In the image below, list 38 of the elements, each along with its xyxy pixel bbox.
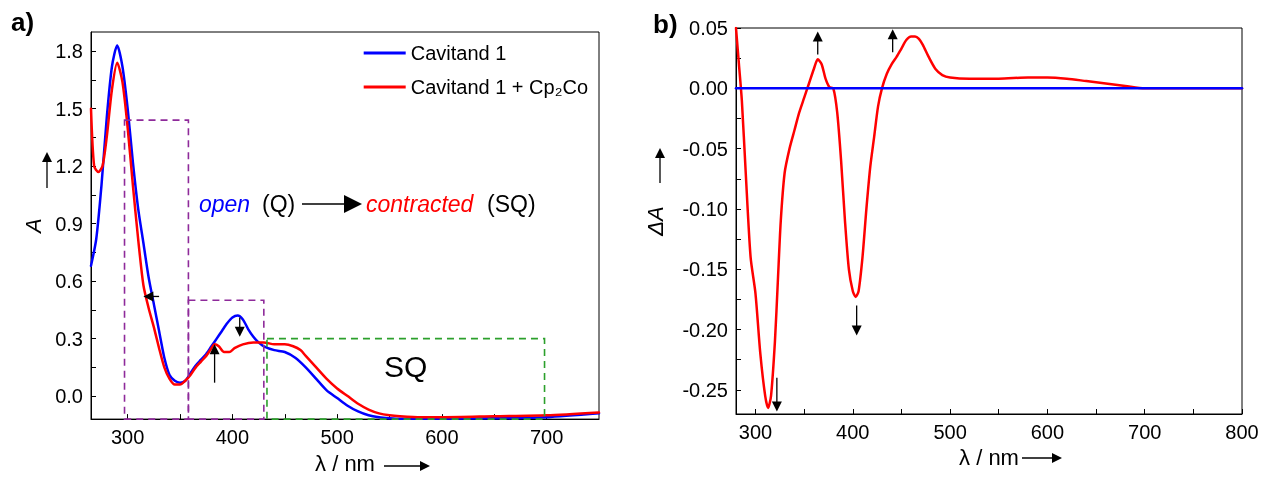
y-tick-label: -0.05: [682, 137, 728, 160]
x-axis-title: λ / nm: [315, 450, 375, 476]
annotation: (Q): [262, 191, 296, 217]
y-tick-label: -0.20: [682, 318, 728, 341]
x-tick-label: 300: [110, 426, 145, 449]
x-tick-label: 300: [738, 421, 773, 443]
chart-title: b): [653, 9, 678, 39]
y-tick-label: -0.10: [682, 197, 728, 220]
y-tick-label: -0.25: [682, 378, 728, 401]
y-tick-label: -0.15: [682, 258, 728, 281]
y-tick-label: 0.3: [55, 327, 83, 350]
x-tick-label: 600: [425, 426, 459, 449]
legend-label: Cavitand 1 + Cp₂Co: [410, 76, 589, 98]
y-tick-label: 0.0: [55, 385, 83, 408]
y-tick-label: 1.2: [55, 155, 83, 178]
x-tick-label: 800: [1225, 421, 1259, 443]
legend-label: Cavitand 1: [410, 42, 507, 64]
y-tick-label: 0.05: [689, 17, 728, 39]
chart-title: a): [11, 7, 35, 37]
x-tick-label: 400: [215, 426, 250, 449]
y-tick-label: 0.9: [55, 212, 83, 235]
annotation: (SQ): [487, 191, 536, 217]
x-tick-label: 700: [529, 426, 564, 449]
x-tick-label: 500: [320, 426, 354, 449]
x-tick-label: 400: [836, 421, 870, 443]
x-tick-label: 700: [1128, 421, 1162, 443]
x-axis-title: λ / nm: [959, 445, 1019, 471]
y-axis-title: ΔA: [642, 206, 668, 237]
annotation: open: [199, 191, 251, 217]
y-axis-title: A: [20, 218, 46, 235]
x-tick-label: 600: [1030, 421, 1065, 443]
y-tick-label: 1.8: [55, 40, 83, 63]
annotation: contracted: [366, 191, 475, 217]
x-tick-label: 500: [933, 421, 967, 443]
annotation: SQ: [384, 350, 428, 383]
y-tick-label: 0.00: [689, 77, 728, 100]
y-tick-label: 1.5: [55, 97, 83, 120]
y-tick-label: 0.6: [55, 270, 83, 293]
